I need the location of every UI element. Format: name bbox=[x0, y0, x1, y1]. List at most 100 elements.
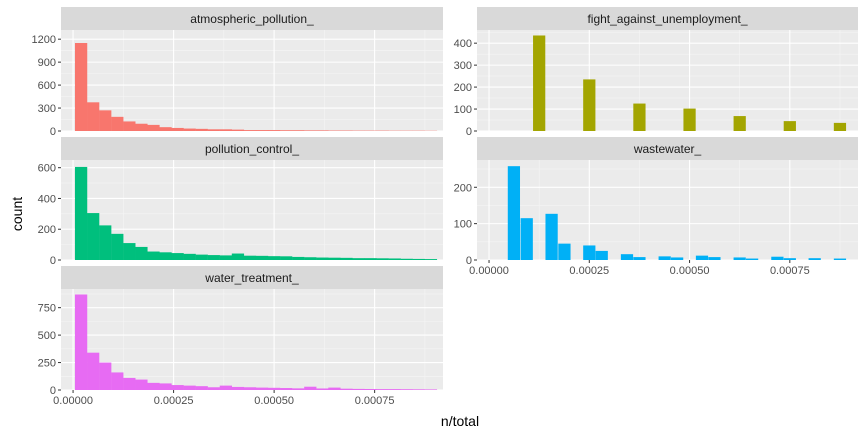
facet-title: wastewater_ bbox=[633, 142, 702, 156]
histogram-bar bbox=[833, 258, 847, 260]
histogram-bar bbox=[708, 257, 721, 260]
histogram-bar bbox=[255, 130, 269, 131]
histogram-bar bbox=[171, 253, 184, 260]
histogram-bar bbox=[195, 254, 208, 260]
y-tick-label: 500 bbox=[38, 330, 56, 342]
histogram-bar bbox=[147, 382, 160, 390]
histogram-bar bbox=[87, 213, 100, 260]
facet-title: pollution_control_ bbox=[205, 142, 299, 156]
panel-background bbox=[61, 30, 443, 131]
y-tick-label: 0 bbox=[50, 255, 56, 267]
histogram-bar bbox=[183, 253, 196, 260]
histogram-bar bbox=[671, 257, 684, 260]
histogram-bar bbox=[135, 123, 148, 131]
panel-background bbox=[61, 289, 443, 390]
x-tick-label: 0.00000 bbox=[53, 395, 93, 407]
facet-strip bbox=[61, 7, 443, 30]
histogram-bar bbox=[808, 258, 821, 260]
y-tick-label: 100 bbox=[454, 219, 472, 231]
facet-strip bbox=[61, 266, 443, 289]
facet-strip bbox=[477, 7, 858, 30]
histogram-bar bbox=[400, 389, 413, 390]
histogram-bar bbox=[99, 225, 112, 260]
histogram-bar bbox=[292, 130, 305, 131]
x-tick-label: 0.00025 bbox=[154, 395, 194, 407]
x-tick-label: 0.00000 bbox=[469, 265, 509, 277]
histogram-bar bbox=[195, 386, 208, 390]
y-tick-label: 300 bbox=[454, 60, 472, 72]
x-tick-label: 0.00075 bbox=[355, 395, 395, 407]
histogram-bar bbox=[171, 127, 184, 131]
histogram-bar bbox=[280, 256, 293, 260]
histogram-bar bbox=[783, 121, 796, 131]
x-tick-label: 0.00050 bbox=[254, 395, 294, 407]
histogram-bar bbox=[135, 379, 148, 390]
x-tick-label: 0.00075 bbox=[770, 265, 810, 277]
y-tick-label: 600 bbox=[38, 80, 56, 92]
histogram-bar bbox=[304, 386, 317, 390]
histogram-bar bbox=[87, 102, 100, 131]
histogram-bar bbox=[280, 130, 293, 131]
histogram-bar bbox=[267, 256, 281, 260]
histogram-bar bbox=[123, 377, 136, 390]
histogram-bar bbox=[243, 387, 257, 390]
histogram-bar bbox=[412, 258, 426, 260]
histogram-bar bbox=[123, 121, 136, 131]
histogram-bar bbox=[316, 257, 329, 260]
y-tick-label: 400 bbox=[454, 38, 472, 50]
histogram-bar bbox=[771, 256, 784, 260]
histogram-bar bbox=[159, 252, 172, 260]
histogram-bar bbox=[135, 246, 148, 260]
histogram-bar bbox=[533, 35, 546, 131]
histogram-bar bbox=[520, 218, 533, 260]
histogram-bar bbox=[352, 258, 365, 260]
y-tick-label: 0 bbox=[466, 255, 472, 267]
histogram-bar bbox=[231, 129, 245, 131]
histogram-bar bbox=[219, 129, 232, 131]
histogram-bar bbox=[376, 389, 389, 390]
y-tick-label: 0 bbox=[466, 126, 472, 138]
x-axis-title: n/total bbox=[441, 413, 479, 429]
histogram-bar bbox=[507, 166, 521, 260]
histogram-bar bbox=[316, 130, 329, 131]
histogram-bar bbox=[424, 259, 438, 260]
facet-strip bbox=[477, 137, 858, 160]
histogram-bar bbox=[783, 258, 796, 260]
histogram-bar bbox=[583, 245, 596, 260]
histogram-bar bbox=[595, 250, 608, 260]
histogram-bar bbox=[558, 243, 571, 260]
histogram-bar bbox=[99, 362, 112, 390]
histogram-bar bbox=[364, 258, 377, 260]
histogram-bar bbox=[316, 388, 329, 390]
histogram-bar bbox=[219, 385, 232, 390]
histogram-bar bbox=[352, 388, 365, 390]
histogram-bar bbox=[207, 387, 220, 390]
facet-water-treatment: water_treatment_ 0 250 500 750 0.00000 0.00025… bbox=[38, 266, 443, 407]
histogram-bar bbox=[219, 255, 232, 260]
histogram-bar bbox=[183, 385, 196, 390]
histogram-bar bbox=[171, 385, 184, 390]
histogram-bar bbox=[159, 127, 172, 131]
y-axis-title: count bbox=[9, 197, 25, 231]
histogram-bar bbox=[733, 257, 746, 260]
histogram-bar bbox=[412, 389, 426, 390]
histogram-bar bbox=[292, 388, 305, 390]
histogram-bar bbox=[123, 243, 136, 260]
histogram-bar bbox=[658, 256, 671, 260]
histogram-bar bbox=[267, 387, 281, 390]
y-tick-label: 750 bbox=[38, 303, 56, 315]
histogram-bar bbox=[231, 253, 245, 260]
facet-title: water_treatment_ bbox=[204, 271, 299, 285]
y-tick-label: 0 bbox=[50, 126, 56, 138]
histogram-bar bbox=[583, 79, 596, 131]
histogram-bar bbox=[147, 124, 160, 131]
histogram-bar bbox=[267, 130, 281, 131]
y-tick-label: 900 bbox=[38, 57, 56, 69]
histogram-bar bbox=[340, 257, 353, 260]
histogram-bar bbox=[304, 130, 317, 131]
histogram-bar bbox=[683, 108, 696, 131]
facet-panels: atmospheric_pollution_ 0 300 600 900 1200 figh… bbox=[32, 7, 858, 407]
histogram-bar bbox=[695, 255, 709, 260]
y-tick-label: 300 bbox=[38, 103, 56, 115]
histogram-bar bbox=[304, 257, 317, 260]
